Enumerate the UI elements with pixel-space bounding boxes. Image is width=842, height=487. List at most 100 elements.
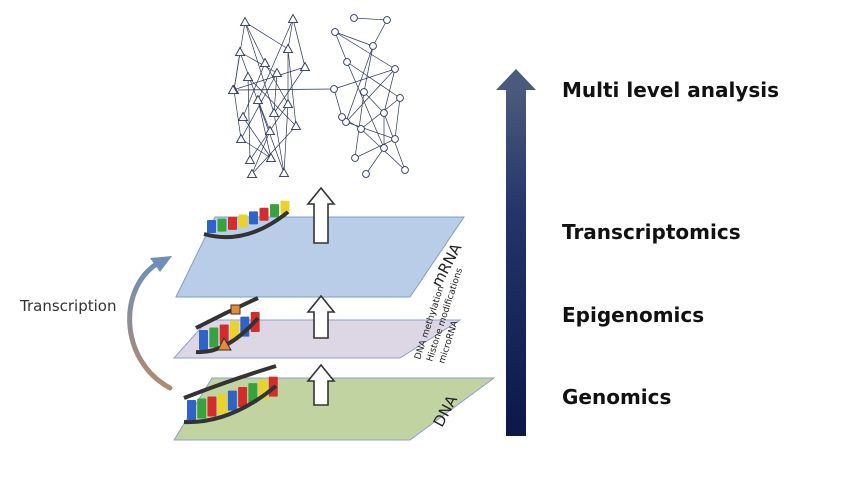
network-node-circle [330, 85, 338, 93]
network-edge [242, 116, 272, 159]
network-edge [365, 147, 385, 175]
network-node-triangle [246, 168, 258, 179]
network-edge [354, 138, 396, 159]
network-edge [232, 66, 306, 91]
network-bridge-edge [237, 88, 335, 91]
network-node-circle [380, 144, 388, 152]
network-edge [334, 31, 348, 63]
network-node-circle [369, 42, 377, 50]
network-edge [333, 88, 343, 118]
nucleotide-base [270, 204, 279, 218]
network-node-triangle [287, 13, 299, 24]
network-edge [333, 68, 396, 90]
network-edge [354, 91, 365, 159]
network-edge [244, 21, 266, 64]
methylation-mark [230, 304, 241, 315]
network-node-triangle [264, 125, 276, 136]
network-node-circle [331, 28, 339, 36]
network-edge [287, 18, 294, 50]
network-edge [345, 45, 374, 123]
strand-backbone [203, 210, 290, 240]
network-edge [239, 51, 285, 174]
level-genomics-label: Genomics [562, 385, 672, 409]
transcription-label: Transcription [20, 297, 117, 315]
network-edge [244, 21, 275, 114]
network-edge [287, 48, 297, 127]
nucleotide-base [280, 200, 290, 214]
network-edge [273, 72, 278, 114]
network-node-triangle [227, 84, 239, 95]
epi-strand [195, 296, 260, 355]
nucleotide-base [217, 218, 227, 232]
nucleotide-base [259, 207, 269, 221]
network-node-triangle [299, 61, 311, 72]
network-node-triangle [235, 133, 247, 144]
network-edge [233, 89, 242, 140]
dna-strand [183, 364, 278, 425]
network-edge [251, 125, 297, 175]
network-edge [233, 51, 241, 91]
mrna-plane [175, 216, 465, 298]
network-edge [273, 66, 306, 114]
network-edge [345, 68, 396, 123]
network-node-triangle [282, 98, 294, 109]
network-node-circle [350, 14, 358, 22]
network-edge [363, 45, 374, 93]
network-edge [264, 62, 289, 105]
network-edge [372, 19, 388, 47]
strand-backbone [183, 384, 278, 425]
network-node-triangle [252, 94, 264, 105]
network-edge [239, 51, 278, 74]
network-node-triangle [259, 57, 271, 68]
network-edge [273, 112, 285, 174]
network-edge [257, 99, 272, 159]
network-edge [292, 18, 306, 68]
network-node-circle [383, 16, 391, 24]
network-node-circle [338, 113, 346, 121]
network-node-triangle [268, 107, 280, 118]
nucleotide-base [209, 327, 219, 348]
network-node-triangle [239, 16, 251, 27]
network-edge [363, 91, 385, 114]
network-node-circle [351, 154, 359, 162]
network-edge [257, 99, 271, 132]
network-edge [334, 31, 396, 70]
level-multi-label: Multi level analysis [562, 78, 780, 102]
nucleotide-base [217, 393, 227, 414]
network-edge [346, 61, 401, 99]
nucleotide-base [207, 396, 217, 417]
network-node-triangle [242, 71, 254, 82]
network-node-triangle [265, 152, 277, 163]
network-edge [247, 76, 297, 127]
network-node-triangle [290, 120, 302, 131]
hollow-up-arrow [306, 294, 336, 339]
network-node-circle [401, 166, 409, 174]
network-node-triangle [282, 43, 294, 54]
nucleotide-base [248, 383, 258, 404]
network-edge [353, 17, 388, 21]
network-node-circle [342, 118, 350, 126]
network-node-circle [343, 58, 351, 66]
network-node-circle [391, 65, 399, 73]
network-edge [257, 18, 294, 101]
network-node-circle [362, 170, 370, 178]
nucleotide-base [199, 330, 208, 350]
network-edge [240, 138, 272, 159]
network-graph [227, 13, 409, 179]
transcription-arrow [127, 256, 173, 391]
network-node-triangle [278, 167, 290, 178]
network-node-triangle [271, 67, 283, 78]
network-edge [346, 61, 385, 149]
network-node-circle [396, 94, 404, 102]
network-edge [334, 31, 374, 47]
network-edge [244, 21, 289, 50]
nucleotide-base [197, 398, 207, 419]
hollow-up-arrow [306, 363, 336, 406]
network-edge [251, 130, 271, 175]
network-edge [283, 103, 289, 174]
nucleotide-base [219, 324, 229, 345]
mrna-strand [203, 200, 290, 240]
nucleotide-base [238, 386, 248, 407]
network-node-circle [380, 109, 388, 117]
